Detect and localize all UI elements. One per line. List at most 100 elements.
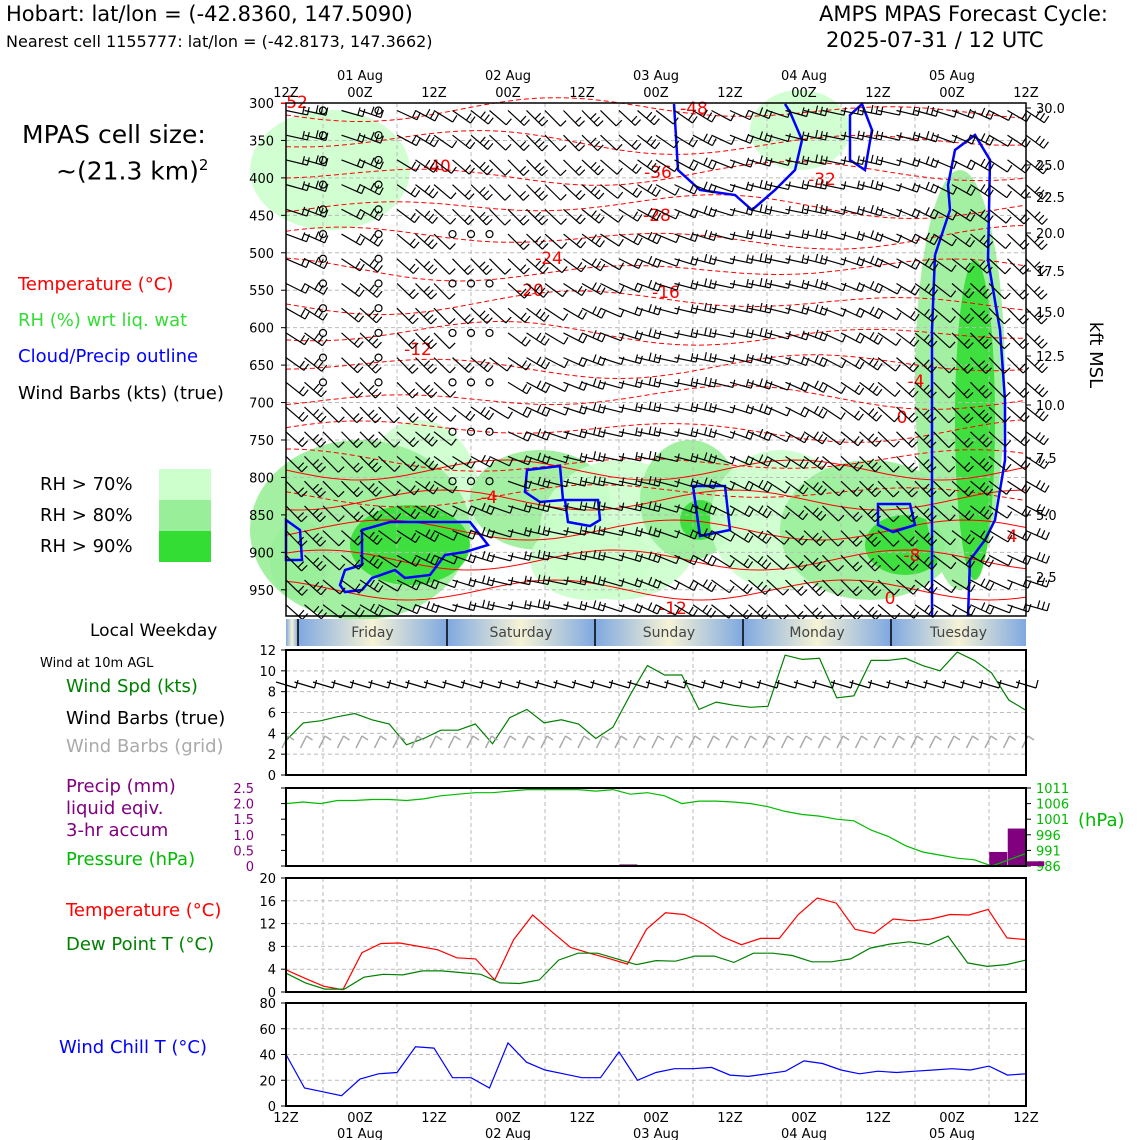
grid-wind-barb-feather: [546, 735, 554, 741]
wind-barb-feather: [653, 353, 657, 362]
wind-barb: [637, 159, 656, 174]
wind-barb-feather: [598, 216, 605, 224]
calm-wind-marker: [374, 205, 383, 214]
wind-barb-feather: [970, 607, 976, 616]
wind-barb-feather: [370, 157, 375, 166]
weekday-cell: [595, 619, 743, 646]
bottom-hour-label: 12Z: [421, 1111, 447, 1126]
pressure-tick-label: 450: [249, 209, 274, 224]
wind-barb-feather: [646, 159, 653, 168]
wind-barb: [655, 554, 677, 565]
wind-barb-feather: [368, 359, 375, 367]
wind-barb: [341, 332, 359, 348]
temperature-contour-label: -20: [516, 281, 544, 301]
wind-barb: [988, 134, 1009, 147]
wind-barb-feather: [378, 187, 384, 196]
wind-barb-feather: [367, 409, 375, 417]
top-hour-label: 00Z: [791, 86, 817, 101]
wind-barb-feather: [412, 317, 419, 325]
wind-barb-feather: [648, 501, 652, 510]
wind-barb-feather: [637, 237, 643, 246]
wind-barb-feather: [965, 581, 972, 590]
wind-barb-feather: [375, 367, 382, 374]
wind-barb-feather: [814, 380, 819, 389]
wind-barb-feather: [653, 553, 657, 562]
wind-barb: [748, 579, 766, 595]
wind-barb-feather: [907, 462, 915, 470]
wind-barb: [544, 406, 566, 416]
wind-barb-feather: [1025, 114, 1032, 122]
wind-barb-feather: [619, 262, 625, 270]
wind-barb-feather: [813, 405, 819, 414]
wind-barb-feather: [395, 513, 402, 521]
wind-barb-feather: [634, 119, 642, 126]
wind-barb-feather: [1034, 160, 1041, 168]
grid-wind-barb: [928, 735, 937, 749]
wind-barb-feather: [312, 408, 320, 416]
wind-barb: [378, 431, 395, 448]
wind-barb-feather: [985, 416, 993, 424]
wind-barb-feather: [1043, 437, 1049, 446]
wind-barb-feather: [357, 132, 361, 141]
wind-barb-feather: [926, 388, 934, 395]
wind-barb: [1007, 456, 1026, 471]
wind-barb-feather: [764, 379, 768, 388]
wind-barb-feather: [930, 183, 935, 192]
wind-barb: [896, 159, 918, 167]
grid-wind-barb: [429, 735, 437, 749]
wind-barb: [285, 357, 305, 371]
bottom-hour-label: 00Z: [939, 1111, 965, 1126]
wind-barb: [785, 307, 807, 315]
wind-barb: [415, 604, 437, 613]
wind-barb-feather: [526, 386, 532, 395]
wind-barb-feather: [841, 334, 847, 343]
true-wind-barb: [849, 681, 870, 689]
wind-barb-feather: [488, 412, 495, 420]
wind-barb-feather: [538, 215, 545, 222]
wind-barb: [581, 505, 604, 511]
wind-barb: [988, 208, 1007, 224]
wind-barb: [581, 431, 604, 438]
wind-barb-feather: [703, 205, 708, 214]
wind-barb-feather: [412, 416, 419, 423]
wind-barb-feather: [690, 353, 694, 362]
legend-wind-spd: Wind Spd (kts): [66, 676, 198, 697]
wind-barb: [378, 530, 397, 545]
wind-barb: [637, 233, 658, 245]
grid-wind-barb-feather: [528, 735, 535, 741]
wind-barb: [637, 579, 659, 589]
wind-barb-feather: [986, 488, 994, 496]
grid-wind-barb-feather: [990, 735, 998, 741]
wind-barb-feather: [431, 242, 438, 250]
wind-barb: [655, 530, 677, 539]
wind-barb-feather: [427, 264, 434, 271]
wind-barb-feather: [874, 283, 879, 291]
wind-barb-feather: [479, 211, 486, 219]
wind-barb-feather: [819, 331, 824, 340]
wind-barb: [914, 554, 933, 571]
wind-barb-feather: [320, 415, 327, 423]
wind-barb: [304, 406, 322, 423]
wind-barb-feather: [819, 305, 824, 314]
wind-barb-feather: [745, 229, 749, 238]
wind-barb-feather: [819, 255, 824, 264]
wind-barb-feather: [409, 461, 416, 469]
wind-barb-feather: [688, 160, 694, 169]
legend-wind-barbs-true: Wind Barbs (true): [66, 708, 226, 729]
wind-barb: [600, 579, 622, 587]
wind-barb: [692, 282, 715, 290]
wind-barb-feather: [893, 440, 900, 448]
wind-barb-feather: [451, 462, 458, 470]
wind-barb-feather: [1007, 558, 1013, 566]
wind-barb: [896, 258, 917, 270]
wind-barb-feather: [315, 130, 319, 139]
wind-barb: [896, 381, 914, 398]
wind-barb: [692, 604, 712, 618]
wind-barb-feather: [657, 259, 662, 268]
bottom-date-label: 05 Aug: [929, 1127, 975, 1140]
wind-barb-feather: [908, 560, 915, 568]
wind-barb-feather: [372, 313, 379, 320]
kft-tick-label: 2.5: [1036, 571, 1057, 586]
wind-barb-feather: [951, 238, 957, 247]
wind-barb-feather: [815, 228, 819, 237]
